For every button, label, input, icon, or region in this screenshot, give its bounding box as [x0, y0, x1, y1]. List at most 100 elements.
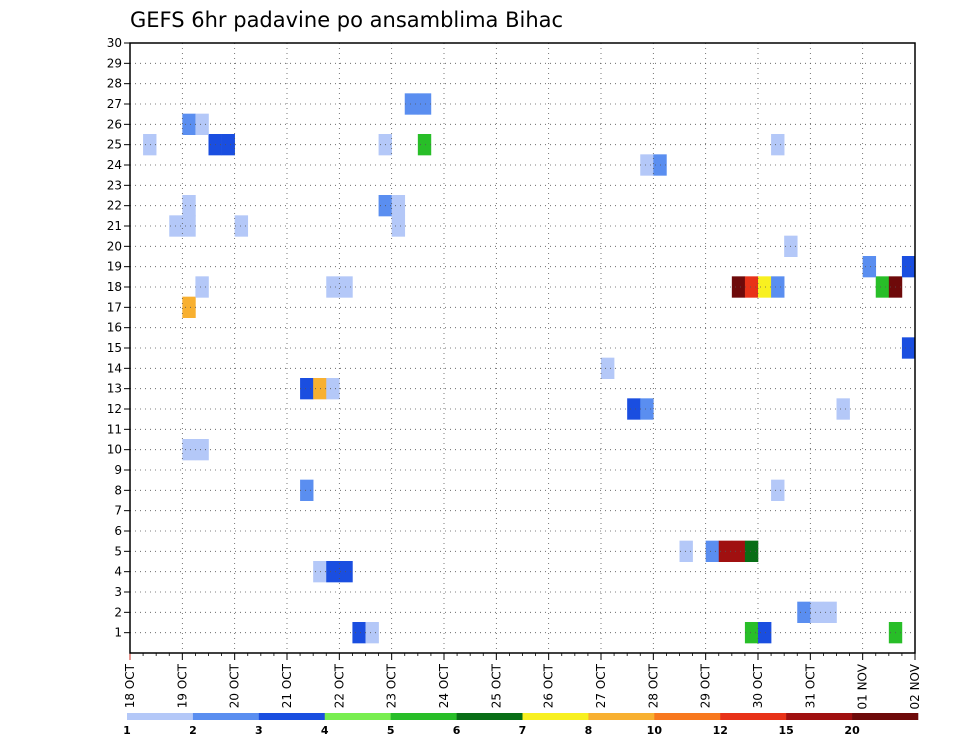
y-tick-label: 21: [107, 219, 122, 233]
heatmap-cell: [771, 479, 785, 501]
y-tick-label: 19: [107, 260, 122, 274]
colorbar-segment: [456, 713, 523, 720]
x-tick-label: 26 OCT: [542, 663, 556, 708]
x-tick-label: 23 OCT: [385, 663, 399, 708]
x-axis-ticks: 18 OCT 19 OCT 20 OCT 21 OCT 22 OCT 23 OCT 24 O…: [123, 653, 922, 710]
colorbar-segment: [720, 713, 787, 720]
y-tick-label: 6: [114, 524, 122, 538]
y-tick-label: 30: [107, 36, 122, 50]
heatmap-cell: [901, 256, 916, 278]
y-tick-label: 18: [107, 280, 122, 294]
heatmap-cells: [143, 93, 916, 644]
heatmap-cell: [182, 195, 196, 217]
colorbar-label: 6: [453, 724, 461, 737]
heatmap-cell: [640, 154, 654, 176]
colorbar-label: 7: [519, 724, 527, 737]
x-tick-label: 30 OCT: [751, 663, 765, 708]
colorbar: 1 2 3 4 5 6 7 8 10 12 15 20: [123, 713, 919, 737]
heatmap-cell: [234, 215, 249, 237]
x-tick-label: 27 OCT: [594, 663, 608, 708]
colorbar-segment: [654, 713, 721, 720]
y-tick-label: 29: [107, 56, 122, 70]
heatmap-cell: [182, 215, 196, 237]
heatmap-cell: [744, 622, 759, 644]
x-tick-label: 31 OCT: [803, 663, 817, 708]
plot-frame: [129, 42, 916, 654]
y-tick-label: 11: [107, 422, 122, 436]
heatmap-cell: [417, 93, 432, 115]
heatmap-cell: [731, 276, 746, 298]
heatmap-cell: [352, 622, 366, 644]
y-tick-label: 20: [107, 239, 122, 253]
y-tick-label: 2: [114, 605, 122, 619]
y-tick-label: 7: [114, 504, 122, 518]
x-tick-label: 19 OCT: [175, 663, 189, 708]
y-tick-label: 24: [107, 158, 122, 172]
y-tick-label: 8: [114, 483, 122, 497]
heatmap-cell: [195, 113, 209, 135]
chart-title: GEFS 6hr padavine po ansamblima Bihac: [130, 8, 563, 32]
heatmap-cell: [326, 276, 340, 298]
y-tick-label: 13: [107, 382, 122, 396]
y-tick-label: 26: [107, 117, 122, 131]
heatmap-cell: [300, 378, 314, 400]
colorbar-segment: [786, 713, 853, 720]
y-tick-label: 5: [114, 544, 122, 558]
x-tick-label: 02 NOV: [908, 663, 922, 709]
heatmap-cell: [391, 215, 406, 237]
heatmap-cell: [365, 622, 379, 644]
heatmap-cell: [771, 276, 785, 298]
y-tick-label: 17: [107, 300, 122, 314]
heatmap-cell: [195, 439, 209, 461]
colorbar-label: 10: [647, 724, 663, 737]
x-tick-label: 22 OCT: [332, 663, 346, 708]
x-tick-label: 01 NOV: [856, 663, 870, 709]
heatmap-cell: [744, 276, 759, 298]
colorbar-label: 5: [387, 724, 395, 737]
heatmap-cell: [705, 540, 720, 562]
colorbar-label: 2: [189, 724, 197, 737]
x-tick-label: 20 OCT: [228, 663, 242, 708]
y-tick-label: 16: [107, 321, 122, 335]
heatmap-cell: [404, 93, 419, 115]
heatmap-cell: [300, 479, 314, 501]
x-tick-label: 18 OCT: [123, 663, 137, 708]
heatmap-cell: [862, 256, 877, 278]
colorbar-segment: [192, 713, 260, 720]
y-tick-label: 9: [114, 463, 122, 477]
y-tick-label: 15: [107, 341, 122, 355]
x-tick-label: 28 OCT: [646, 663, 660, 708]
heatmap-cell: [195, 276, 209, 298]
heatmap-cell: [640, 398, 654, 420]
heatmap-cell: [326, 561, 340, 583]
heatmap-cell: [417, 134, 432, 156]
heatmap-cell: [901, 337, 916, 359]
heatmap-cell: [836, 398, 850, 420]
y-tick-label: 28: [107, 77, 122, 91]
heatmap-cell: [758, 276, 772, 298]
colorbar-segment: [522, 713, 589, 720]
x-tick-label: 25 OCT: [489, 663, 503, 708]
grid-lines: [130, 42, 915, 653]
y-tick-label: 3: [114, 585, 122, 599]
heatmap-cell: [679, 540, 693, 562]
y-axis-ticks: 1234567891011121314151617181920212223242…: [107, 36, 130, 640]
x-tick-label: 24 OCT: [437, 663, 451, 708]
colorbar-segment: [390, 713, 457, 720]
x-tick-label: 29 OCT: [699, 663, 713, 708]
heatmap-cell: [771, 134, 785, 156]
y-tick-label: 1: [114, 626, 122, 640]
colorbar-segment: [852, 713, 919, 720]
colorbar-label: 1: [123, 724, 131, 737]
heatmap-cell: [810, 601, 824, 623]
x-tick-label: 21 OCT: [280, 663, 294, 708]
heatmap-cell: [182, 439, 196, 461]
heatmap-cell: [182, 296, 196, 318]
y-tick-label: 10: [107, 443, 122, 457]
heatmap-cell: [313, 378, 327, 400]
colorbar-label: 20: [844, 724, 860, 737]
heatmap-cell: [758, 622, 772, 644]
y-tick-label: 22: [107, 199, 122, 213]
heatmap-cell: [339, 561, 353, 583]
